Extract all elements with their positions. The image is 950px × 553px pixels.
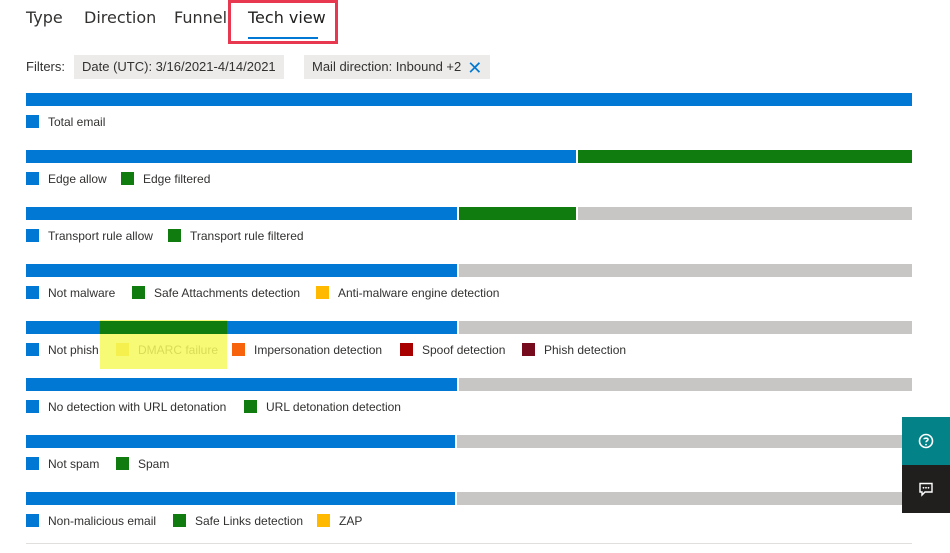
bar-segment[interactable]	[26, 93, 912, 106]
legend-swatch	[168, 229, 181, 242]
legend-label: Phish detection	[544, 343, 627, 357]
legend-swatch	[132, 286, 145, 299]
bar-segment[interactable]	[26, 378, 457, 391]
tab-highlight-box	[228, 0, 338, 44]
legend-label: Non-malicious email	[48, 514, 157, 528]
legend-label: No detection with URL detonation	[48, 400, 227, 414]
legend-swatch	[26, 172, 39, 185]
legend-label: Edge allow	[48, 172, 107, 186]
legend-swatch	[26, 229, 39, 242]
bar-segment[interactable]	[26, 207, 457, 220]
legend-label: Transport rule allow	[48, 229, 153, 243]
legend-label: Transport rule filtered	[190, 229, 304, 243]
tab-type[interactable]: Type	[26, 8, 63, 27]
legend-label: Not malware	[48, 286, 116, 300]
help-button[interactable]	[902, 417, 950, 465]
legend-swatch	[26, 286, 39, 299]
stacked-bar	[26, 492, 912, 505]
stacked-bar	[26, 378, 912, 391]
bar-segment[interactable]	[459, 378, 912, 391]
filter-chip-mail-direction[interactable]: Mail direction: Inbound +2 ✕	[304, 55, 491, 79]
filter-chip-date[interactable]: Date (UTC): 3/16/2021-4/14/2021	[74, 55, 284, 79]
legend-label: Not spam	[48, 457, 100, 471]
bar-segment[interactable]	[578, 207, 912, 220]
legend-swatch	[522, 343, 535, 356]
filter-chip-date-label: Date (UTC): 3/16/2021-4/14/2021	[82, 59, 276, 74]
stacked-bar	[26, 93, 912, 106]
filter-chip-mail-direction-label: Mail direction: Inbound +2	[312, 59, 462, 74]
bottom-divider	[26, 543, 912, 544]
tab-bar: Type Direction Funnel Tech view	[0, 0, 950, 48]
bar-segment[interactable]	[457, 435, 912, 448]
stacked-bar	[26, 207, 912, 220]
bar-segment[interactable]	[26, 264, 457, 277]
tab-tech-view[interactable]: Tech view	[248, 8, 326, 27]
legend-label: Anti-malware engine detection	[338, 286, 500, 300]
legend-label: Spam	[138, 457, 170, 471]
help-icon	[918, 433, 934, 449]
bar-segment[interactable]	[26, 492, 455, 505]
bar-segment[interactable]	[459, 207, 576, 220]
legend-swatch	[400, 343, 413, 356]
feedback-button[interactable]	[902, 465, 950, 513]
bar-segment[interactable]	[459, 321, 912, 334]
feedback-icon	[919, 482, 933, 497]
legend-label: URL detonation detection	[266, 400, 401, 414]
legend-label: Safe Attachments detection	[154, 286, 301, 300]
legend-label: Not phish	[48, 343, 99, 357]
legend-swatch	[26, 400, 39, 413]
legend-label: Edge filtered	[143, 172, 211, 186]
stacked-bar	[26, 150, 912, 163]
legend-label: Total email	[48, 115, 106, 129]
legend-swatch	[26, 457, 39, 470]
legend-swatch	[26, 343, 39, 356]
legend-label: Impersonation detection	[254, 343, 383, 357]
dmarc-highlight-bar	[100, 321, 227, 334]
legend-swatch	[116, 457, 129, 470]
legend-swatch	[316, 286, 329, 299]
bar-segment[interactable]	[459, 264, 912, 277]
legend-swatch	[173, 514, 186, 527]
legend-label: Spoof detection	[422, 343, 506, 357]
legend-swatch	[121, 172, 134, 185]
filters-label: Filters:	[26, 59, 65, 74]
legend-swatch	[26, 115, 39, 128]
active-tab-indicator	[248, 37, 318, 39]
legend-swatch	[26, 514, 39, 527]
bar-segment[interactable]	[26, 435, 455, 448]
tab-funnel[interactable]: Funnel	[174, 8, 228, 27]
legend-swatch	[232, 343, 245, 356]
stacked-bar	[26, 435, 912, 448]
bar-segment[interactable]	[26, 150, 576, 163]
legend-swatch	[244, 400, 257, 413]
legend-label: ZAP	[339, 514, 363, 528]
legend-swatch	[317, 514, 330, 527]
tab-direction[interactable]: Direction	[84, 8, 157, 27]
stacked-bar	[26, 264, 912, 277]
close-icon[interactable]: ✕	[467, 57, 483, 78]
bar-segment[interactable]	[578, 150, 912, 163]
bar-segment[interactable]	[26, 321, 457, 334]
bar-segment[interactable]	[457, 492, 912, 505]
legend-label: Safe Links detection	[195, 514, 304, 528]
